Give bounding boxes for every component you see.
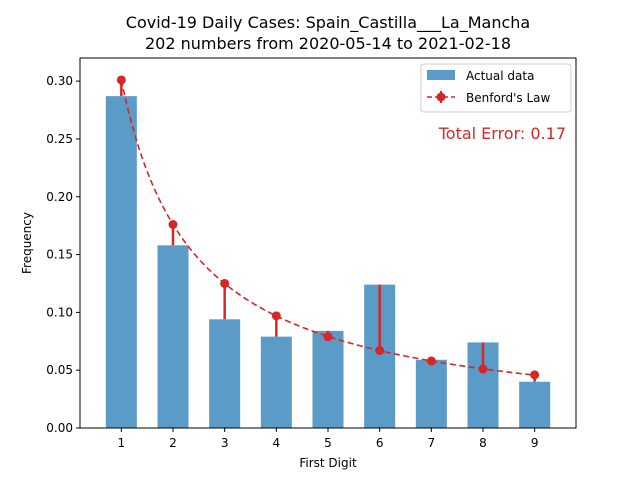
x-tick-label: 3 (221, 436, 229, 450)
x-tick-label: 5 (324, 436, 332, 450)
total-error-annotation: Total Error: 0.17 (438, 124, 566, 143)
y-tick-label: 0.30 (46, 74, 73, 88)
benford-point-digit-9 (530, 370, 540, 380)
benford-line-group (116, 75, 540, 380)
y-tick-label: 0.05 (46, 363, 73, 377)
bars-group (105, 96, 551, 428)
y-tick-label: 0.10 (46, 305, 73, 319)
benford-curve (120, 79, 535, 376)
x-tick-label: 4 (273, 436, 281, 450)
bar-digit-1 (105, 96, 137, 428)
x-tick-label: 1 (118, 436, 126, 450)
benford-point-digit-6 (375, 346, 385, 356)
benford-point-digit-1 (116, 75, 126, 85)
bar-digit-5 (312, 330, 344, 428)
y-tick-label: 0.20 (46, 190, 73, 204)
x-tick-label: 2 (169, 436, 177, 450)
legend-actual-swatch (427, 70, 455, 80)
y-tick-label: 0.15 (46, 248, 73, 262)
chart-subtitle: 202 numbers from 2020-05-14 to 2021-02-1… (145, 34, 511, 53)
y-tick-label: 0.25 (46, 132, 73, 146)
chart-title: Covid-19 Daily Cases: Spain_Castilla___L… (126, 13, 530, 33)
benford-point-digit-3 (220, 278, 230, 288)
benford-point-digit-2 (168, 220, 178, 229)
x-axis: 1 2 3 4 5 6 7 8 9 (118, 428, 539, 450)
legend: Actual data Benford's Law (420, 63, 572, 113)
y-axis-label: Frequency (20, 212, 34, 274)
bar-digit-4 (260, 336, 292, 428)
x-axis-label: First Digit (299, 456, 357, 470)
legend-actual-label: Actual data (466, 69, 534, 83)
bar-digit-2 (157, 245, 189, 428)
x-tick-label: 8 (479, 436, 487, 450)
bar-digit-7 (415, 359, 447, 428)
x-tick-label: 6 (376, 436, 384, 450)
bar-digit-9 (519, 381, 551, 428)
legend-box (420, 63, 572, 113)
benford-point-digit-8 (478, 364, 488, 374)
legend-benford-label: Benford's Law (466, 91, 551, 105)
benford-point-digit-5 (323, 332, 333, 342)
benford-point-digit-4 (271, 311, 281, 321)
bar-digit-3 (209, 319, 241, 428)
benford-point-digit-7 (426, 356, 436, 366)
legend-benford-marker (436, 92, 446, 102)
y-tick-label: 0.00 (46, 421, 73, 435)
x-tick-label: 7 (428, 436, 436, 450)
y-axis: 0.00 0.05 0.10 0.15 0.20 0.25 0.30 (46, 74, 80, 435)
x-tick-label: 9 (531, 436, 539, 450)
